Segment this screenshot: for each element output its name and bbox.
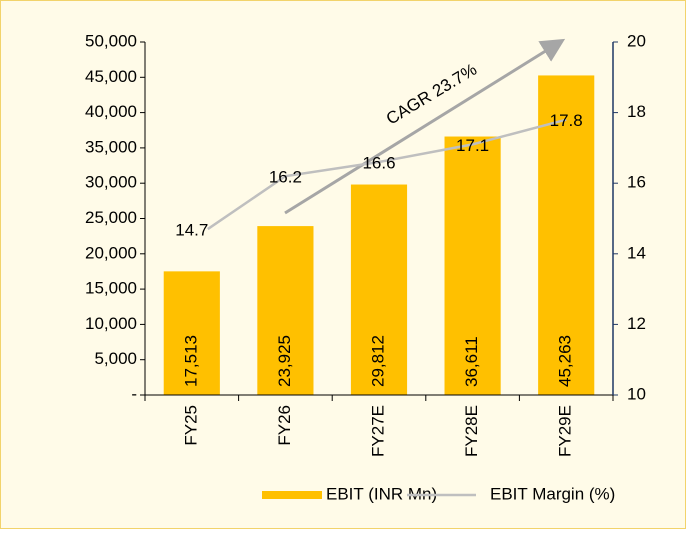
y2-tick-label: 16 [627,173,646,192]
y2-tick-label: 10 [627,384,646,403]
line-label: 14.7 [175,221,208,240]
line-label: 17.1 [456,136,489,155]
legend-swatch [262,491,322,499]
x-tick-label: FY26 [275,405,294,446]
y2-tick-label: 20 [627,31,646,50]
y-tick-label: 35,000 [85,137,137,156]
line-label: 17.8 [550,111,583,130]
y-tick-label: 25,000 [85,208,137,227]
y-tick-label: 40,000 [85,102,137,121]
y-tick-label: 20,000 [85,243,137,262]
legend-label: EBIT Margin (%) [490,484,615,503]
y2-tick-label: 12 [627,314,646,333]
bar-label: 36,611 [462,336,481,387]
y2-tick-label: 14 [627,243,646,262]
bar [257,226,314,395]
bar-label: 45,263 [556,335,575,387]
bar [350,184,408,395]
y-tick-label: 50,000 [85,31,137,50]
bar-label: 29,812 [368,335,387,387]
line-label: 16.6 [362,154,395,173]
bar [538,75,595,395]
y-tick-label: 45,000 [85,67,137,86]
y-tick-label: 15,000 [85,279,137,298]
y-tick-label: 30,000 [85,173,137,192]
bar-label: 23,925 [275,335,294,387]
x-tick-label: FY29E [556,405,575,457]
line [207,118,567,231]
bar [444,136,501,395]
cagr-arrow [284,38,566,215]
y2-tick-label: 18 [627,102,646,121]
y-tick-label: 10,000 [85,314,137,333]
line-label: 16.2 [269,168,302,187]
y-tick-label: 5,000 [94,349,137,368]
bar-label: 17,513 [181,335,200,387]
bar [163,271,220,395]
x-tick-label: FY28E [462,405,481,457]
x-tick-label: FY25 [181,405,200,446]
legend-label: EBIT (INR Mn) [326,484,437,503]
x-tick-label: FY27E [368,405,387,457]
y-tick-label: - [131,384,137,403]
